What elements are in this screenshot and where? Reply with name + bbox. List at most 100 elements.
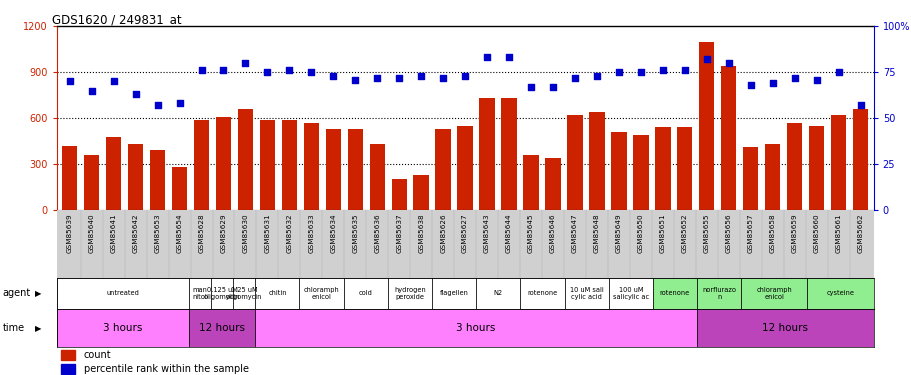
Text: GSM85637: GSM85637 bbox=[395, 213, 402, 253]
Bar bbox=[699, 42, 713, 210]
Text: cold: cold bbox=[358, 290, 373, 296]
Text: untreated: untreated bbox=[107, 290, 139, 296]
Bar bbox=[696, 309, 873, 347]
Bar bbox=[61, 364, 75, 374]
Text: hydrogen
peroxide: hydrogen peroxide bbox=[394, 287, 425, 300]
Point bbox=[172, 100, 187, 106]
Bar bbox=[852, 109, 867, 210]
Bar bbox=[564, 278, 608, 309]
Bar bbox=[742, 147, 758, 210]
Bar bbox=[128, 144, 143, 210]
Bar bbox=[479, 98, 495, 210]
Bar bbox=[764, 144, 780, 210]
Text: GSM85632: GSM85632 bbox=[286, 213, 292, 253]
Bar bbox=[303, 123, 319, 210]
Bar bbox=[610, 132, 626, 210]
Point bbox=[479, 54, 494, 60]
Text: GSM85652: GSM85652 bbox=[681, 213, 687, 253]
Point bbox=[523, 84, 537, 90]
Bar bbox=[216, 117, 230, 210]
Bar bbox=[189, 278, 211, 309]
Bar bbox=[56, 309, 189, 347]
Text: GSM85658: GSM85658 bbox=[769, 213, 774, 253]
Bar bbox=[721, 66, 735, 210]
Bar bbox=[171, 167, 187, 210]
Point bbox=[435, 75, 450, 81]
Text: N2: N2 bbox=[493, 290, 502, 296]
Bar bbox=[808, 126, 824, 210]
Point bbox=[655, 68, 670, 74]
Bar bbox=[589, 112, 604, 210]
Point bbox=[786, 75, 801, 81]
Point bbox=[281, 68, 296, 74]
Point bbox=[62, 78, 77, 84]
Text: GSM85641: GSM85641 bbox=[110, 213, 117, 253]
Bar bbox=[676, 128, 691, 210]
Text: 12 hours: 12 hours bbox=[762, 323, 807, 333]
Bar bbox=[56, 278, 189, 309]
Point bbox=[303, 69, 318, 75]
Text: count: count bbox=[84, 350, 111, 360]
Point bbox=[85, 88, 99, 94]
Text: GSM85630: GSM85630 bbox=[242, 213, 248, 253]
Point bbox=[194, 68, 209, 74]
Text: 3 hours: 3 hours bbox=[103, 323, 142, 333]
Bar bbox=[806, 278, 873, 309]
Text: 0.125 uM
oligomycin: 0.125 uM oligomycin bbox=[204, 287, 241, 300]
Point bbox=[830, 69, 844, 75]
Text: man
nitol: man nitol bbox=[192, 287, 208, 300]
Point bbox=[611, 69, 626, 75]
Bar bbox=[476, 278, 520, 309]
Bar bbox=[369, 144, 384, 210]
Text: GSM85634: GSM85634 bbox=[330, 213, 336, 253]
Text: GSM85627: GSM85627 bbox=[462, 213, 467, 253]
Point bbox=[238, 60, 252, 66]
Bar bbox=[149, 150, 165, 210]
Bar bbox=[106, 136, 121, 210]
Point bbox=[742, 82, 757, 88]
Bar bbox=[545, 158, 560, 210]
Text: GSM85640: GSM85640 bbox=[88, 213, 95, 253]
Bar bbox=[189, 309, 255, 347]
Point bbox=[392, 75, 406, 81]
Bar bbox=[741, 278, 806, 309]
Text: 100 uM
salicylic ac: 100 uM salicylic ac bbox=[612, 287, 648, 300]
Point bbox=[589, 73, 604, 79]
Point bbox=[414, 73, 428, 79]
Text: GSM85638: GSM85638 bbox=[418, 213, 424, 253]
Text: GDS1620 / 249831_at: GDS1620 / 249831_at bbox=[53, 13, 182, 26]
Point bbox=[260, 69, 274, 75]
Bar bbox=[343, 278, 387, 309]
Text: GSM85642: GSM85642 bbox=[132, 213, 138, 253]
Text: GSM85660: GSM85660 bbox=[813, 213, 819, 253]
Bar bbox=[457, 126, 472, 210]
Text: GSM85647: GSM85647 bbox=[571, 213, 578, 253]
Text: time: time bbox=[3, 323, 25, 333]
Point bbox=[501, 54, 516, 60]
Bar bbox=[520, 278, 564, 309]
Point bbox=[721, 60, 735, 66]
Point bbox=[764, 80, 779, 86]
Point bbox=[457, 73, 472, 79]
Bar bbox=[567, 115, 582, 210]
Bar bbox=[654, 128, 670, 210]
Text: GSM85633: GSM85633 bbox=[308, 213, 314, 253]
Bar bbox=[696, 278, 741, 309]
Point bbox=[128, 91, 143, 97]
Bar bbox=[387, 278, 432, 309]
Point bbox=[216, 68, 230, 74]
Bar bbox=[233, 278, 255, 309]
Text: GSM85628: GSM85628 bbox=[199, 213, 204, 253]
Text: GSM85644: GSM85644 bbox=[506, 213, 511, 253]
Text: norflurazo
n: norflurazo n bbox=[701, 287, 735, 300]
Bar bbox=[255, 278, 299, 309]
Bar bbox=[432, 278, 476, 309]
Text: GSM85646: GSM85646 bbox=[549, 213, 556, 253]
Text: GSM85631: GSM85631 bbox=[264, 213, 271, 253]
Text: GSM85650: GSM85650 bbox=[637, 213, 643, 253]
Text: ▶: ▶ bbox=[35, 324, 41, 333]
Text: rotenone: rotenone bbox=[659, 290, 690, 296]
Text: 3 hours: 3 hours bbox=[456, 323, 496, 333]
Text: GSM85639: GSM85639 bbox=[67, 213, 73, 253]
Point bbox=[853, 102, 867, 108]
